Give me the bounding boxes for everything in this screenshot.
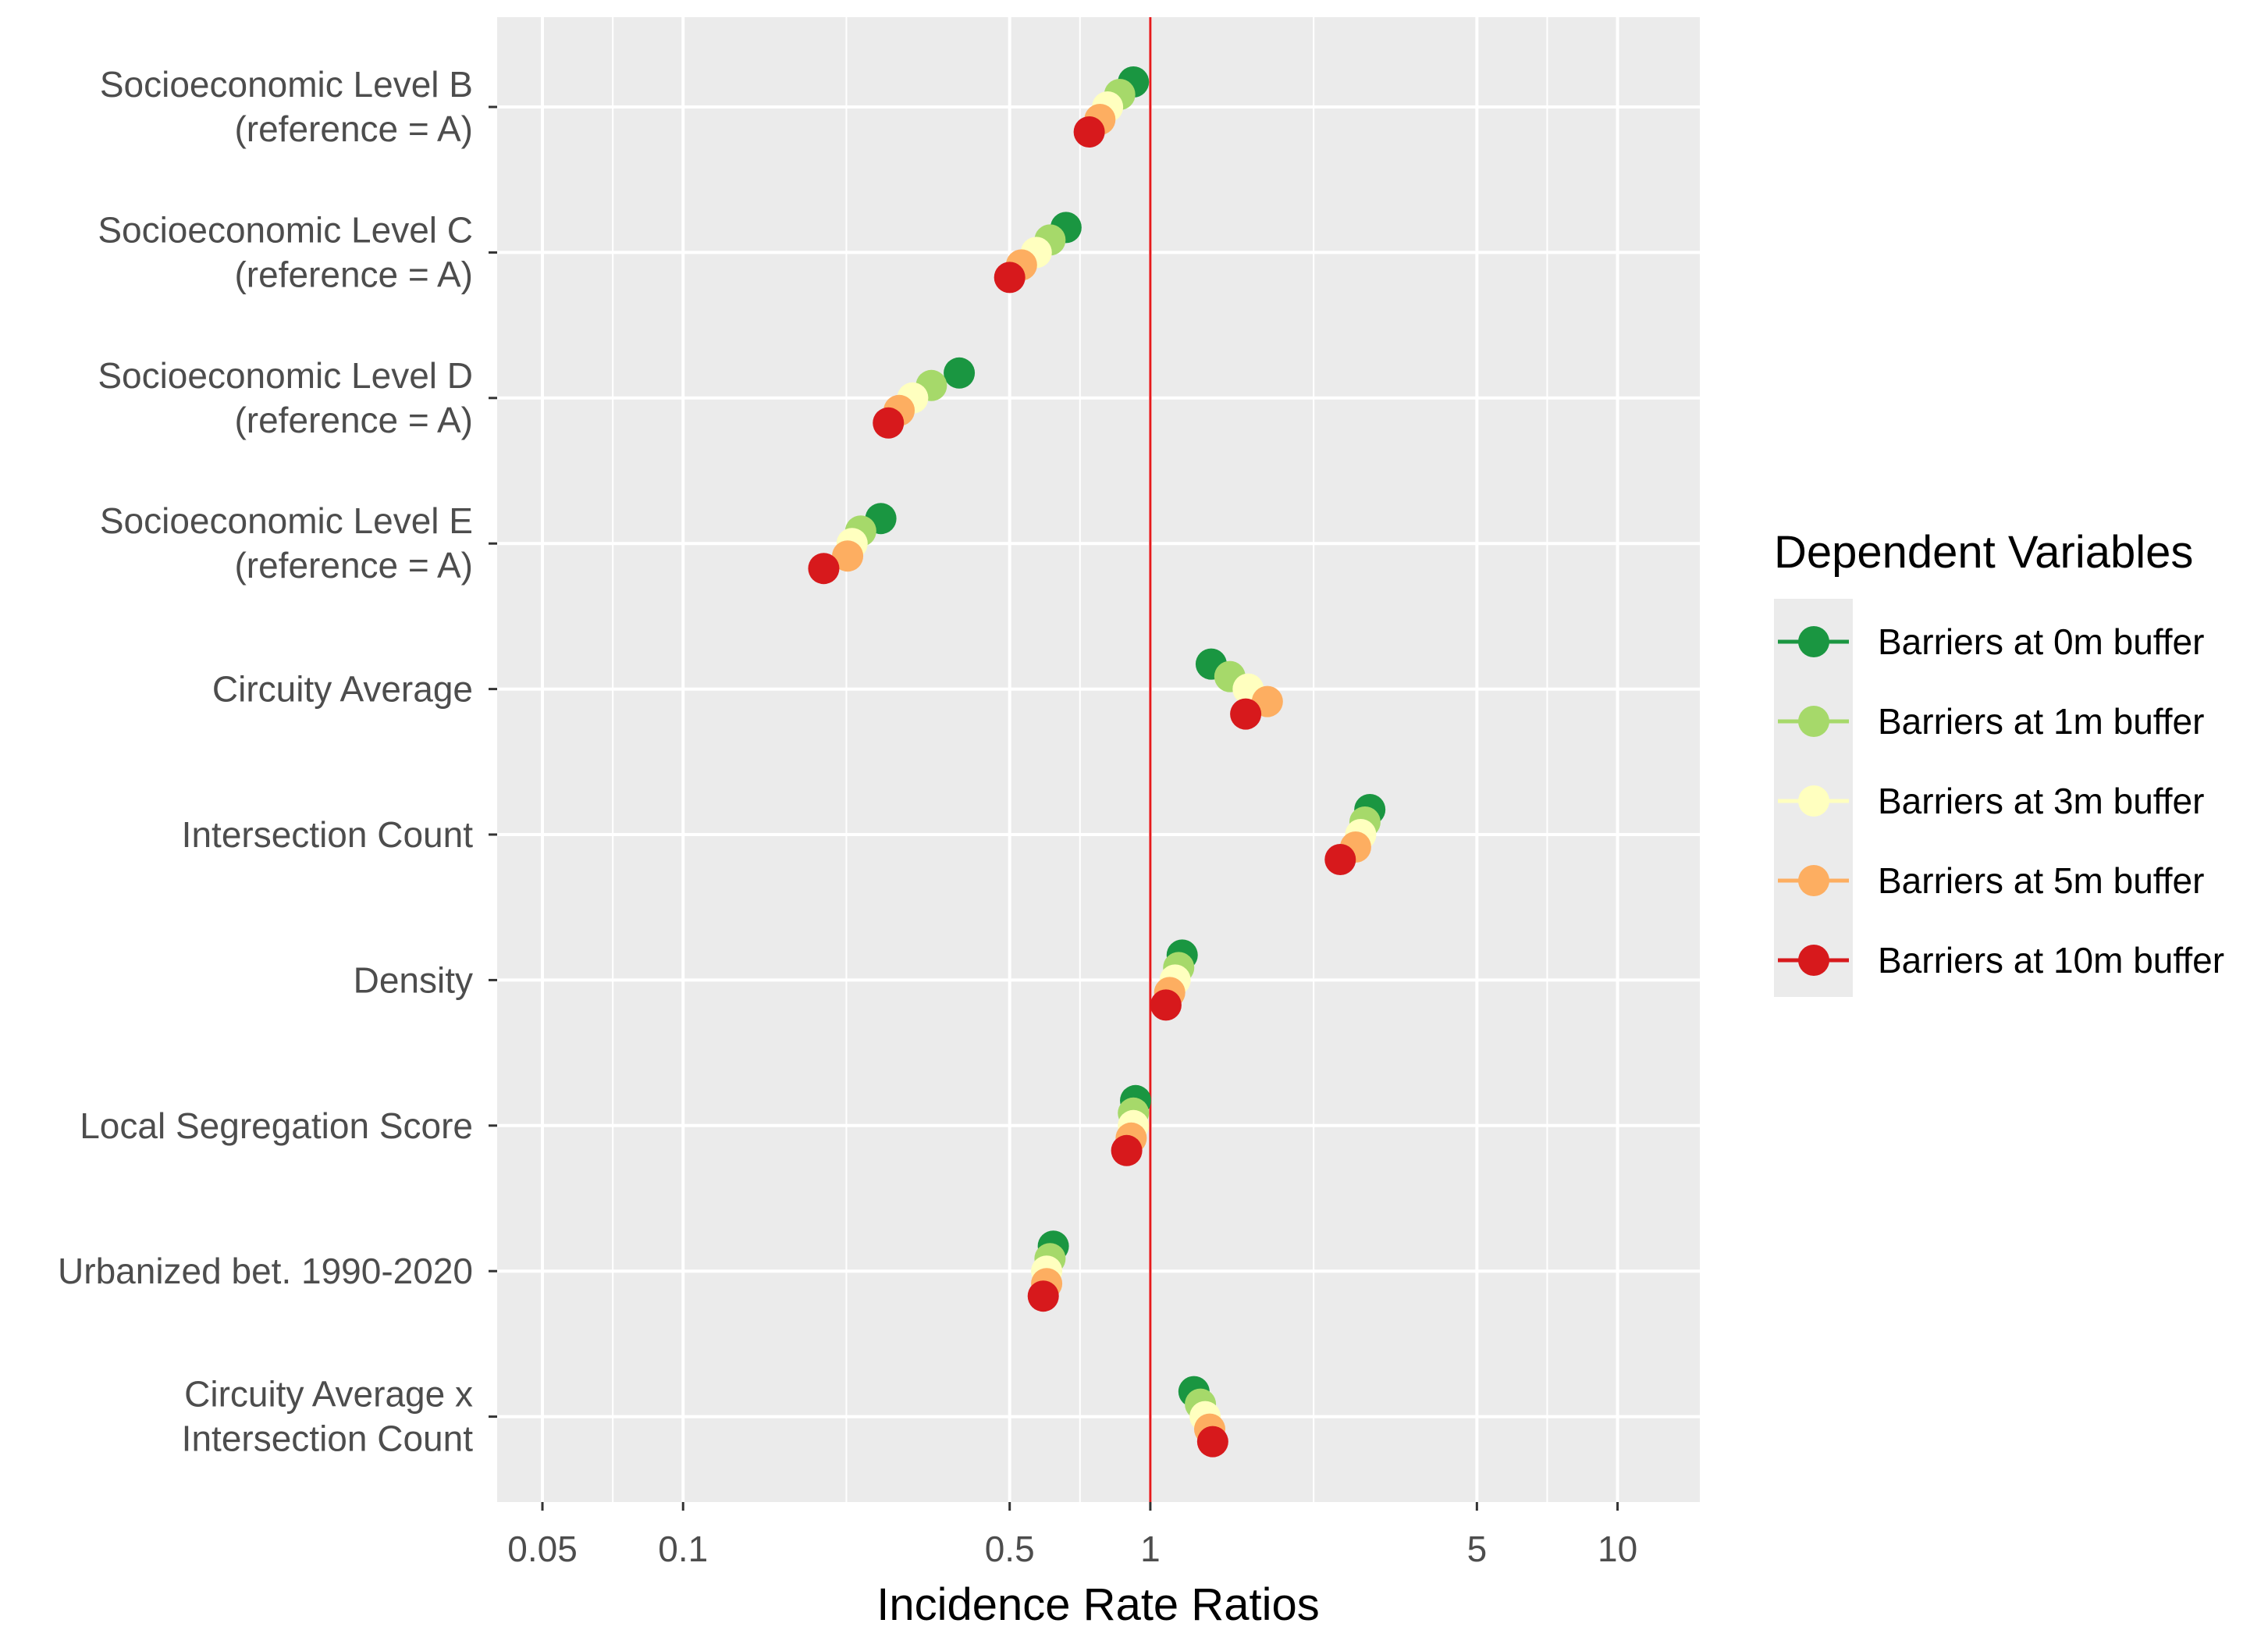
y-axis-label: (reference = A) <box>234 545 473 586</box>
x-axis-title: Incidence Rate Ratios <box>876 1579 1319 1630</box>
plot-panel <box>497 17 1700 1502</box>
x-tick-label: 0.1 <box>658 1529 708 1569</box>
point-barriers-at-10m-buffer-row-4 <box>1230 698 1262 730</box>
y-axis-label: Circuity Average <box>212 669 473 710</box>
point-barriers-at-10m-buffer-row-7 <box>1111 1134 1143 1166</box>
legend-title: Dependent Variables <box>1774 527 2193 578</box>
legend-key-point <box>1798 785 1829 817</box>
point-barriers-at-5m-buffer-row-3 <box>832 540 864 572</box>
point-barriers-at-10m-buffer-row-9 <box>1196 1426 1228 1458</box>
y-axis: Socioeconomic Level B(reference = A)Soci… <box>58 64 497 1459</box>
data-points <box>808 66 1386 1458</box>
y-axis-label: Urbanized bet. 1990-2020 <box>58 1251 473 1291</box>
y-axis-label: Socioeconomic Level C <box>98 209 473 250</box>
point-barriers-at-10m-buffer-row-8 <box>1027 1280 1059 1312</box>
x-tick-label: 0.5 <box>985 1529 1035 1569</box>
point-barriers-at-0m-buffer-row-2 <box>944 357 976 389</box>
y-axis-label: (reference = A) <box>234 254 473 294</box>
legend-key-point <box>1798 626 1829 657</box>
legend-label: Barriers at 3m buffer <box>1878 781 2204 821</box>
legend-items: Barriers at 0m buffer Barriers at 1m buff… <box>1778 621 2224 981</box>
x-tick-label: 5 <box>1467 1529 1488 1569</box>
legend-key-point <box>1798 865 1829 896</box>
legend-label: Barriers at 1m buffer <box>1878 701 2204 742</box>
legend: Dependent Variables Barriers at 0m buffe… <box>1774 527 2224 997</box>
point-barriers-at-10m-buffer-row-1 <box>994 262 1026 294</box>
x-tick-label: 1 <box>1140 1529 1161 1569</box>
legend-label: Barriers at 0m buffer <box>1878 621 2204 662</box>
point-barriers-at-10m-buffer-row-2 <box>873 407 905 439</box>
y-axis-label: Intersection Count <box>182 814 474 855</box>
y-axis-label: Socioeconomic Level E <box>100 500 473 541</box>
y-axis-label: Intersection Count <box>182 1419 474 1459</box>
y-axis-label: Circuity Average x <box>184 1374 473 1415</box>
grid-lines <box>497 17 1700 1502</box>
y-axis-label: (reference = A) <box>234 109 473 149</box>
y-axis-label: (reference = A) <box>234 400 473 440</box>
y-axis-label: Density <box>354 959 473 1000</box>
point-barriers-at-10m-buffer-row-6 <box>1150 989 1182 1021</box>
y-axis-label: Local Segregation Score <box>80 1105 473 1146</box>
point-barriers-at-10m-buffer-row-3 <box>808 553 840 585</box>
y-axis-label: Socioeconomic Level D <box>98 355 473 396</box>
legend-key-point <box>1798 945 1829 976</box>
point-barriers-at-10m-buffer-row-0 <box>1073 116 1105 148</box>
legend-label: Barriers at 10m buffer <box>1878 940 2224 981</box>
legend-key-point <box>1798 706 1829 737</box>
point-barriers-at-10m-buffer-row-5 <box>1324 844 1356 875</box>
x-tick-label: 0.05 <box>507 1529 578 1569</box>
legend-label: Barriers at 5m buffer <box>1878 860 2204 901</box>
y-axis-label: Socioeconomic Level B <box>100 64 473 105</box>
x-axis: 0.05 0.1 0.5 1 5 10 <box>507 1502 1637 1569</box>
x-tick-label: 10 <box>1598 1529 1637 1569</box>
